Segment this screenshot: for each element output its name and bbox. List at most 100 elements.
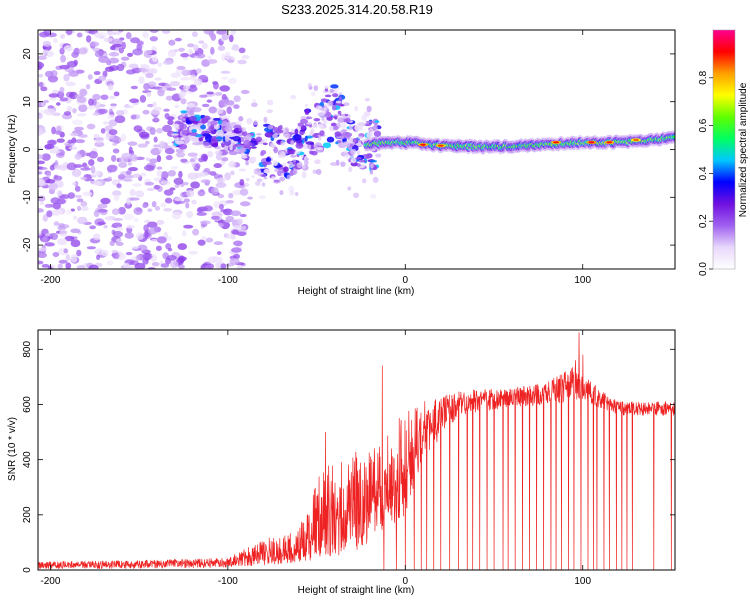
spectral-cell xyxy=(260,149,267,155)
colorbar-tick-label: 0.6 xyxy=(698,118,709,132)
noise-cell xyxy=(110,105,116,109)
noise-cell xyxy=(59,97,69,102)
noise-cell xyxy=(66,47,73,51)
spectral-cell xyxy=(357,149,361,157)
noise-cell xyxy=(169,80,181,87)
noise-cell xyxy=(58,223,65,228)
noise-cell xyxy=(120,56,130,61)
noise-cell xyxy=(144,64,150,71)
noise-cell xyxy=(192,156,198,161)
noise-cell xyxy=(147,81,157,88)
noise-cell xyxy=(123,178,133,182)
noise-cell xyxy=(232,225,242,230)
noise-cell xyxy=(160,202,167,208)
spectral-cell xyxy=(254,181,261,186)
noise-cell xyxy=(215,152,223,161)
noise-cell xyxy=(153,116,159,122)
noise-cell xyxy=(133,218,139,222)
noise-cell xyxy=(86,123,96,130)
noise-cell xyxy=(94,248,105,256)
spectral-cell xyxy=(246,117,253,125)
noise-cell xyxy=(74,185,81,192)
spectral-cell xyxy=(319,130,325,136)
noise-cell xyxy=(236,231,247,236)
noise-cell xyxy=(135,232,145,240)
noise-cell xyxy=(153,106,162,112)
spectral-cell xyxy=(326,100,333,107)
noise-cell xyxy=(39,201,45,205)
noise-cell xyxy=(113,91,120,97)
noise-cell xyxy=(122,262,130,269)
noise-cell xyxy=(63,111,72,116)
spectral-cell xyxy=(315,146,324,151)
noise-cell xyxy=(57,238,68,246)
spectrogram-y-tick-label: 20 xyxy=(22,48,33,60)
spectral-cell xyxy=(256,178,263,182)
noise-cell xyxy=(206,99,213,103)
noise-cell xyxy=(238,183,246,189)
noise-cell xyxy=(59,194,70,200)
noise-cell xyxy=(227,59,235,63)
snr-y-ticks: 0 200 400 600 800 xyxy=(22,341,675,573)
noise-cell xyxy=(167,170,176,177)
hot-spot xyxy=(632,138,639,142)
spectrogram-y-tick-label: 10 xyxy=(22,96,33,108)
noise-cell xyxy=(140,172,147,177)
noise-cell xyxy=(41,264,50,268)
noise-cell xyxy=(43,99,50,104)
noise-cell xyxy=(224,51,231,60)
noise-cell xyxy=(109,240,115,247)
noise-cell xyxy=(111,249,118,254)
spectral-cell xyxy=(332,115,338,119)
noise-cell xyxy=(121,41,126,50)
spectral-cell xyxy=(364,97,370,102)
noise-cell xyxy=(144,49,153,55)
noise-cell xyxy=(174,197,184,202)
spectral-cell xyxy=(321,107,327,115)
spectrogram-x-ticks: -200 -100 0 100 xyxy=(40,30,592,286)
noise-cell xyxy=(118,47,124,54)
noise-cell xyxy=(38,247,47,252)
noise-cell xyxy=(152,101,157,107)
noise-cell xyxy=(138,131,150,138)
noise-cell xyxy=(200,179,211,184)
noise-cell xyxy=(178,264,185,269)
noise-cell xyxy=(145,157,151,162)
noise-cell xyxy=(156,166,163,170)
noise-cell xyxy=(214,91,223,96)
noise-cell xyxy=(220,70,231,74)
spectral-cell xyxy=(305,141,315,145)
spectral-cell xyxy=(315,168,322,175)
noise-cell xyxy=(196,208,203,214)
noise-cell xyxy=(174,104,180,109)
noise-cell xyxy=(128,63,139,69)
spectral-cell xyxy=(210,120,218,126)
spectral-cell xyxy=(263,169,271,174)
spectral-cell xyxy=(368,128,374,134)
spectrogram-x-tick-label: -200 xyxy=(40,275,60,286)
noise-cell xyxy=(60,33,66,39)
spectral-cell xyxy=(273,127,279,133)
noise-cell xyxy=(177,243,188,250)
spectral-cell xyxy=(279,190,284,196)
noise-cell xyxy=(48,78,58,83)
spectrogram-x-tick-label: 100 xyxy=(574,275,591,286)
noise-cell xyxy=(107,114,115,120)
noise-cell xyxy=(76,264,86,269)
noise-cell xyxy=(57,263,63,269)
spectral-cell xyxy=(279,176,286,182)
noise-cell xyxy=(38,112,43,119)
noise-cell xyxy=(130,114,137,120)
noise-cell xyxy=(73,215,78,220)
spectral-cell xyxy=(340,122,346,129)
spectral-cell xyxy=(252,99,257,103)
noise-cell xyxy=(197,239,206,246)
spectral-cell xyxy=(258,195,266,200)
noise-cell xyxy=(144,181,155,186)
noise-cell xyxy=(133,125,143,132)
noise-cell xyxy=(38,252,47,259)
noise-cell xyxy=(44,242,55,247)
noise-cell xyxy=(102,70,108,78)
colorbar-gradient xyxy=(713,30,735,269)
noise-cell xyxy=(159,140,166,148)
